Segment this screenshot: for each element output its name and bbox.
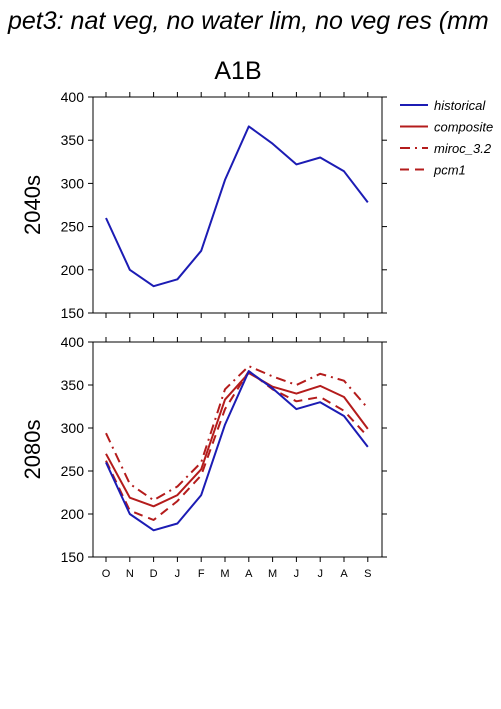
y-axis-label: 2040s: [20, 175, 45, 235]
plot-panels: 150 200 250 300 350 400 2040s 150 200 250 300 350 40…: [20, 89, 387, 580]
y-tick-label: 300: [61, 175, 85, 191]
plot-frame: [92, 341, 383, 558]
x-tick-label: N: [126, 568, 134, 580]
y-tick-label: 350: [61, 132, 85, 148]
y-tick-label: 250: [61, 219, 85, 235]
series-line-historical: [105, 125, 369, 288]
y-tick-label: 350: [61, 377, 85, 393]
y-tick-label: 400: [61, 89, 85, 105]
y-axis-label: 2080s: [20, 420, 45, 480]
y-tick-label: 300: [61, 420, 85, 436]
x-tick-label: J: [175, 568, 181, 580]
x-tick-label: A: [245, 568, 253, 580]
x-tick-label: A: [340, 568, 348, 580]
legend: historical composite miroc_3.2 pcm1: [400, 98, 493, 178]
y-tick-label: 150: [61, 549, 85, 565]
x-tick-label: J: [294, 568, 300, 580]
y-tick-label: 150: [61, 305, 85, 321]
series-line-historical: [105, 370, 369, 532]
legend-label: composite: [434, 120, 493, 135]
x-tick-label: O: [102, 568, 111, 580]
x-tick-label: M: [268, 568, 277, 580]
legend-label: pcm1: [433, 163, 466, 178]
y-tick-label: 200: [61, 262, 85, 278]
y-tick-label: 250: [61, 463, 85, 479]
legend-label: historical: [434, 98, 486, 113]
series-line-composite: [105, 372, 369, 508]
x-tick-label: J: [317, 568, 323, 580]
series-line-miroc-3-2: [105, 365, 369, 502]
panel-2040s: 150 200 250 300 350 400 2040s: [20, 89, 387, 321]
x-tick-label: F: [198, 568, 205, 580]
plot-frame: [92, 96, 383, 314]
y-tick-label: 200: [61, 506, 85, 522]
series-line-pcm1: [105, 370, 369, 521]
y-tick-label: 400: [61, 334, 85, 350]
x-tick-label: M: [220, 568, 229, 580]
x-tick-label: S: [364, 568, 371, 580]
legend-label: miroc_3.2: [434, 141, 492, 156]
panel-2080s: 150 200 250 300 350 400 O N D J F M A M J J A S 2080s: [20, 334, 387, 580]
x-tick-label: D: [150, 568, 158, 580]
figure-title: pet3: nat veg, no water lim, no veg res …: [7, 7, 489, 35]
panel-title: A1B: [214, 57, 261, 85]
